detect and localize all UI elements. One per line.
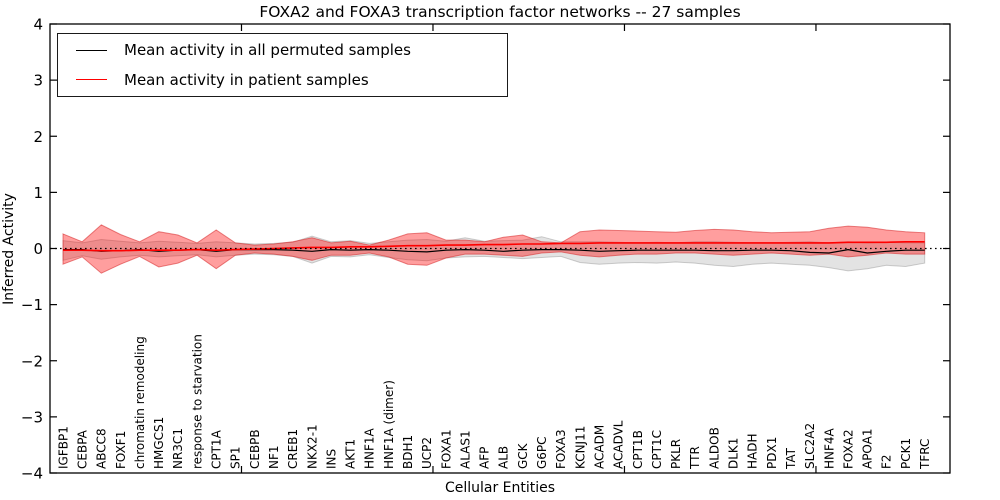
x-tick-label: DLK1 — [727, 438, 741, 469]
legend-entry-permuted: Mean activity in all permuted samples — [58, 37, 507, 63]
x-tick-label: HNF1A (dimer) — [382, 380, 396, 469]
permuted-range-band — [62, 235, 926, 272]
legend-label-permuted: Mean activity in all permuted samples — [124, 41, 411, 60]
legend-entry-patient: Mean activity in patient samples — [58, 67, 507, 93]
x-tick-label: PCK1 — [899, 438, 913, 469]
x-tick-label: APOA1 — [861, 428, 875, 469]
x-tick-label: CPT1C — [650, 430, 664, 469]
x-tick-label: ALDOB — [707, 427, 721, 469]
x-tick-label: FOXF1 — [114, 431, 128, 469]
y-tick-label: 1 — [33, 184, 43, 202]
x-tick-label: UCP2 — [420, 437, 434, 469]
x-tick-label: chromatin remodeling — [133, 336, 147, 469]
x-tick-label: HNF1A — [363, 427, 377, 469]
x-tick-label: CPT1B — [631, 430, 645, 469]
y-tick-label: 4 — [33, 16, 43, 34]
legend-label-patient: Mean activity in patient samples — [124, 70, 369, 89]
patient-mean-line — [63, 241, 925, 252]
y-tick-label: −1 — [21, 296, 43, 314]
x-tick-label: IGFBP1 — [56, 426, 70, 469]
x-tick-label: CEBPA — [75, 429, 89, 469]
x-tick-label: F2 — [880, 454, 894, 469]
x-tick-label: CREB1 — [286, 429, 300, 469]
y-tick-label: 3 — [33, 72, 43, 90]
x-tick-label: INS — [324, 449, 338, 469]
x-tick-label: TFRC — [918, 439, 932, 470]
x-tick-label: CPT1A — [210, 429, 224, 469]
x-tick-label: G6PC — [535, 436, 549, 469]
x-tick-label: CEBPB — [248, 429, 262, 469]
permuted-line-swatch — [76, 49, 107, 51]
y-tick-label: −4 — [21, 465, 43, 483]
x-tick-label: BDH1 — [401, 435, 415, 469]
x-tick-label: NF1 — [267, 445, 281, 469]
legend: Mean activity in all permuted samples Me… — [57, 33, 508, 97]
x-tick-label: AFP — [478, 447, 492, 469]
x-tick-label: ABCC8 — [95, 428, 109, 469]
y-tick-label: 0 — [33, 240, 43, 258]
x-tick-label: TTR — [688, 446, 702, 470]
x-tick-label: NR3C1 — [171, 428, 185, 469]
x-tick-label: SP1 — [229, 447, 243, 470]
x-tick-label: AKT1 — [344, 439, 358, 469]
x-tick-label: HNF4A — [822, 427, 836, 469]
x-tick-label: FOXA1 — [439, 429, 453, 469]
patient-line-swatch — [76, 79, 107, 81]
x-tick-label: SLC2A2 — [803, 423, 817, 469]
x-tick-label: HMGCS1 — [152, 417, 166, 469]
x-axis-label: Cellular Entities — [444, 480, 556, 496]
x-tick-label: GCK — [516, 442, 530, 469]
x-tick-label: NKX2-1 — [305, 424, 319, 469]
x-tick-label: ACADVL — [612, 420, 626, 469]
y-tick-label: −3 — [21, 408, 43, 426]
x-tick-label: PKLR — [669, 439, 683, 469]
x-tick-label: ACADM — [592, 425, 606, 469]
chart-title: FOXA2 and FOXA3 transcription factor net… — [259, 3, 741, 21]
x-tick-label: ALB — [497, 446, 511, 469]
patient-range-band — [62, 224, 926, 274]
x-tick-label: KCNJ11 — [573, 426, 587, 469]
x-tick-label: FOXA3 — [554, 429, 568, 469]
x-tick-label: ALAS1 — [458, 430, 472, 469]
x-tick-label: TAT — [784, 447, 798, 470]
x-tick-label: response to starvation — [190, 334, 204, 469]
x-tick-label: PDX1 — [765, 437, 779, 469]
y-tick-label: −2 — [21, 352, 43, 370]
x-tick-label: HADH — [746, 434, 760, 470]
x-tick-label: FOXA2 — [841, 429, 855, 469]
y-tick-label: 2 — [33, 128, 43, 146]
